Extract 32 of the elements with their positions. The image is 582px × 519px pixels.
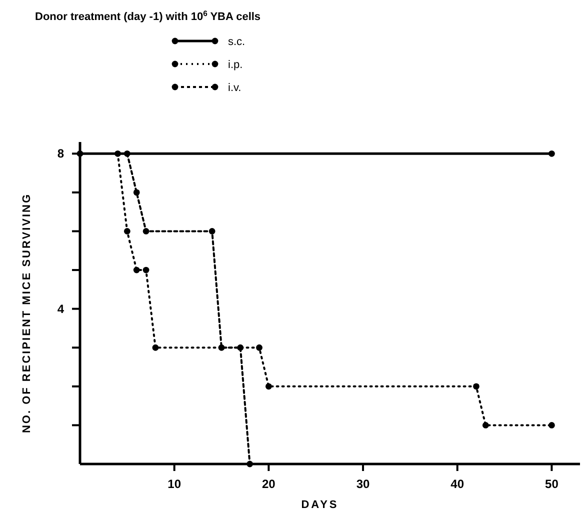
point (237, 344, 244, 351)
point (256, 344, 262, 351)
point (482, 422, 489, 428)
point (473, 383, 480, 390)
legend-label: i.v. (228, 82, 242, 94)
y-axis-title: NO. OF RECIPIENT MICE SURVIVING (21, 192, 33, 434)
point (548, 422, 555, 428)
point (133, 266, 140, 274)
x-tick-label: 40 (450, 477, 464, 491)
point (218, 344, 225, 351)
point (152, 344, 159, 351)
y-tick-label: 4 (57, 302, 64, 316)
point (208, 228, 216, 234)
point (114, 150, 121, 157)
point (124, 150, 130, 157)
x-axis-title: DAYS (301, 499, 339, 511)
x-tick-label: 50 (545, 477, 559, 491)
legend-label: s.c. (228, 36, 246, 48)
x-tick-label: 30 (356, 477, 370, 491)
point (265, 383, 272, 390)
point (246, 460, 254, 468)
x-tick-label: 10 (168, 477, 182, 491)
y-tick-label: 8 (57, 146, 64, 161)
point (124, 228, 130, 234)
point (548, 150, 555, 157)
x-tick-label: 20 (262, 477, 276, 491)
point (76, 150, 84, 157)
chart-title: Donor treatment (day -1) with 10$^{6}$ YBA cells (35, 8, 261, 23)
point (142, 266, 150, 274)
point (142, 228, 150, 234)
legend-label: i.p. (228, 59, 243, 71)
point (133, 189, 140, 196)
